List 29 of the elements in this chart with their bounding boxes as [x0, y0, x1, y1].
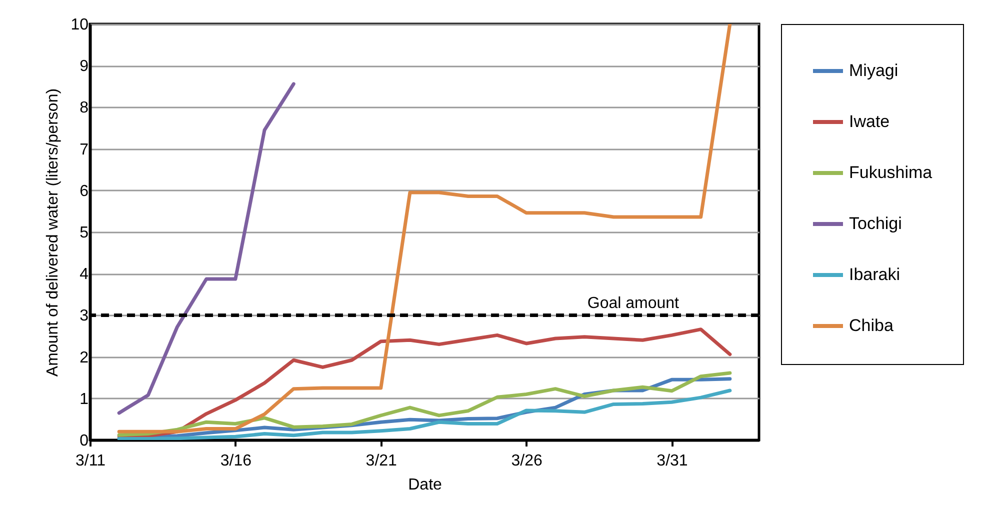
legend-label: Miyagi: [849, 61, 898, 80]
y-tick-label: 5: [80, 224, 89, 242]
legend-label: Ibaraki: [849, 265, 900, 284]
y-axis-title: Amount of delivered water (liters/person): [44, 88, 62, 377]
x-tick-label: 3/16: [220, 452, 252, 470]
line-series: [117, 328, 732, 438]
x-tick-label: 3/21: [366, 452, 398, 470]
y-tick-label: 9: [80, 58, 89, 76]
y-tick-label: 10: [70, 16, 89, 34]
legend-label: Iwate: [849, 112, 890, 131]
ref-line-label: Goal amount: [587, 295, 680, 312]
y-tick-label: 6: [80, 182, 89, 200]
line-series: [117, 388, 732, 440]
x-tick-label: 3/31: [656, 452, 688, 470]
legend-label: Fukushima: [849, 163, 933, 182]
x-tick-label: 3/26: [511, 452, 542, 470]
y-tick-label: 1: [80, 390, 89, 408]
x-tick-label: 3/11: [76, 452, 106, 470]
line-series: [117, 24, 732, 434]
y-tick-label: 7: [80, 141, 89, 158]
y-tick-label: 0: [80, 432, 89, 450]
y-tick-label: 8: [80, 100, 89, 117]
legend-label: Tochigi: [849, 214, 902, 233]
line-series: [117, 82, 296, 415]
x-axis-title: Date: [408, 476, 442, 494]
y-tick-label: 2: [80, 349, 89, 366]
y-tick-label: 4: [80, 266, 89, 284]
legend-label: Chiba: [849, 316, 894, 335]
y-tick-label: 3: [80, 308, 89, 325]
